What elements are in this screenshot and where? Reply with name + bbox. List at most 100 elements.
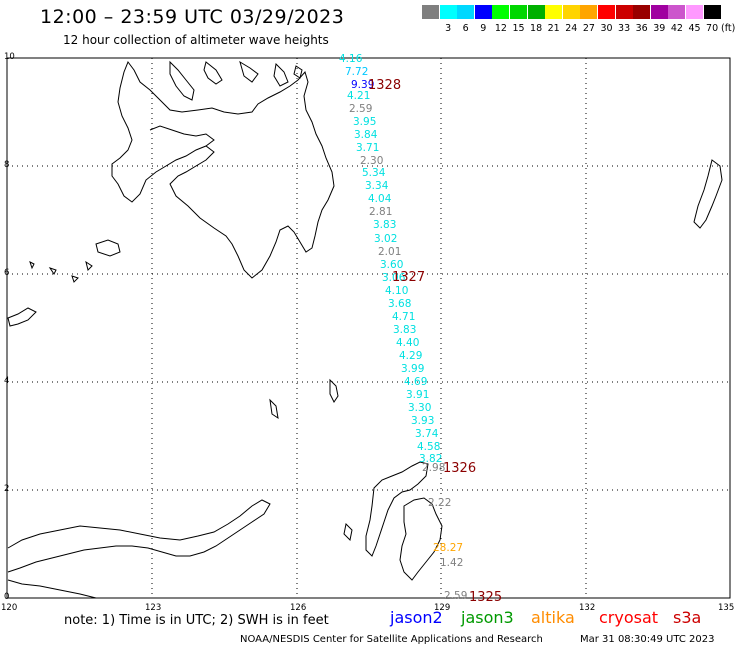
north-island-b: [203, 61, 223, 85]
wave-height-value: 3.84: [354, 129, 378, 141]
scale-label: 6: [462, 23, 469, 34]
sulu-isle-4: [85, 260, 93, 271]
mission-altika: altika: [531, 608, 575, 627]
pass-number: 1327: [392, 270, 425, 285]
scale-label: 39: [653, 23, 666, 34]
wave-height-value: 4.40: [396, 337, 419, 349]
scale-swatch: [510, 5, 527, 19]
wave-height-value: 4.04: [368, 193, 392, 205]
wave-height-value: 4.71: [392, 311, 415, 323]
scale-label: 12: [494, 23, 507, 34]
wave-height-value: 1.42: [440, 557, 463, 569]
scale-swatch: [474, 5, 492, 19]
wave-height-value: 3.74: [415, 428, 439, 440]
wave-height-value: 4.21: [347, 90, 370, 102]
map-frame: [6, 57, 731, 599]
halmahera-coastline: [365, 461, 429, 557]
wave-height-value: 4.69: [404, 376, 427, 388]
scale-swatch: [686, 5, 703, 19]
scale-label: 3: [445, 23, 452, 34]
scale-swatch: [633, 5, 651, 19]
scale-label: 18: [530, 23, 543, 34]
page-title: 12:00 – 23:59 UTC 03/29/2023: [40, 6, 345, 28]
scale-label: 9: [480, 23, 487, 34]
scale-swatch: [580, 5, 598, 19]
wave-height-value: 3.60: [380, 259, 403, 271]
halmahera-south: [399, 497, 443, 581]
wave-height-value: 2.22: [428, 497, 451, 509]
scale-label: 27: [582, 23, 595, 34]
scale-label: 36: [635, 23, 648, 34]
scale-swatch: [615, 5, 633, 19]
wave-height-value: 3.83: [373, 219, 396, 231]
pass-number: 1326: [443, 461, 476, 476]
scale-swatch: [650, 5, 668, 19]
footer-credit: NOAA/NESDIS Center for Satellite Applica…: [240, 634, 543, 645]
wave-height-value: 5.34: [362, 167, 386, 179]
talaud-isles: [693, 159, 723, 229]
sulu-archipelago: [7, 307, 37, 327]
scale-swatch: [527, 5, 545, 19]
scale-label: 30: [600, 23, 613, 34]
wave-height-value: 3.99: [401, 363, 424, 375]
lat-label-8: 8: [4, 160, 10, 170]
scale-label: 24: [565, 23, 578, 34]
mindanao-inner-bay: [149, 125, 215, 147]
wave-height-value: 3.02: [374, 233, 397, 245]
scale-swatch: [545, 5, 563, 19]
scale-label: 21: [547, 23, 560, 34]
lon-label-135: 135: [718, 603, 735, 613]
coastlines: [7, 60, 723, 599]
wave-height-value: 3.91: [406, 389, 429, 401]
mission-cryosat: cryosat: [599, 608, 659, 627]
wave-height-value: 3.95: [353, 116, 376, 128]
wave-height-value: 7.72: [345, 66, 368, 78]
scale-label: 15: [512, 23, 525, 34]
wave-height-value: 3.82: [419, 453, 442, 465]
scale-label: 70: [706, 23, 719, 34]
sulu-isle-3: [71, 275, 79, 283]
scale-swatch: [598, 5, 615, 19]
wave-height-value: 2.81: [369, 206, 392, 218]
wave-height-value: 3.06: [382, 272, 406, 284]
north-island-d: [273, 62, 289, 87]
scale-label: 45: [688, 23, 701, 34]
sulu-isle-1: [29, 261, 35, 270]
mindanao-coastline: [111, 60, 335, 279]
wave-height-value: 2.01: [378, 246, 401, 258]
wave-height-value: 4.29: [399, 350, 422, 362]
wave-height-value: 4.16: [339, 53, 363, 65]
small-island-1: [293, 65, 303, 79]
wave-height-value: 4.10: [385, 285, 408, 297]
pass-number: 1325: [469, 590, 502, 605]
scale-swatch: [422, 5, 439, 19]
north-island-a: [169, 60, 195, 101]
lat-label-10: 10: [4, 52, 15, 62]
scale-label: 33: [618, 23, 631, 34]
sangihe-isle-2: [269, 398, 279, 420]
lon-label-120: 120: [1, 603, 18, 613]
pass-labels: 1328 1327 1326 1325: [368, 78, 502, 605]
wave-height-value: 2.30: [360, 155, 383, 167]
wave-height-value: 4.58: [417, 441, 440, 453]
page-subtitle: 12 hour collection of altimeter wave hei…: [63, 33, 329, 47]
wave-height-value: 2.59: [349, 103, 372, 115]
wave-height-value: 2.59: [444, 590, 467, 602]
lat-label-4: 4: [4, 376, 10, 386]
graticule: [7, 58, 730, 598]
basilan-island: [95, 239, 121, 257]
scale-swatch: [703, 5, 721, 19]
scale-unit-label: (ft): [721, 23, 736, 34]
scale-swatch: [668, 5, 686, 19]
lon-label-129: 129: [434, 603, 451, 613]
wave-height-value: 3.83: [393, 324, 416, 336]
sulawesi-south: [7, 579, 97, 599]
wave-height-value: 3.71: [356, 142, 379, 154]
lat-label-0: 0: [4, 592, 10, 602]
mission-jason3: jason3: [461, 608, 514, 627]
morotai-island: [343, 522, 353, 542]
footer-timestamp: Mar 31 08:30:49 UTC 2023: [580, 634, 715, 645]
wave-height-value: 2.98: [422, 462, 445, 474]
lon-label-123: 123: [145, 603, 162, 613]
scale-swatch: [562, 5, 580, 19]
